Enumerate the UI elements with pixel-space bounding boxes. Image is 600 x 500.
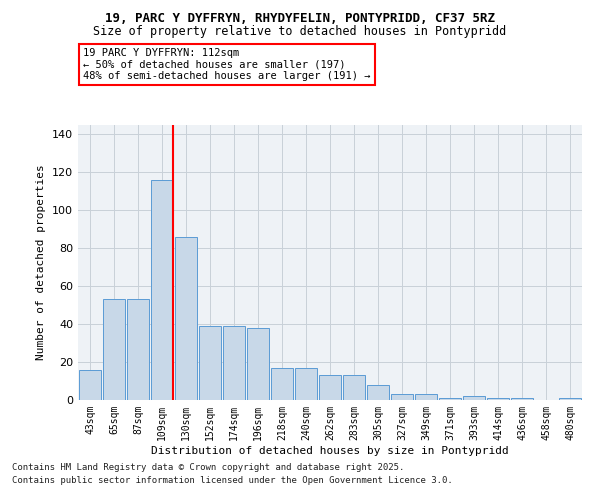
Bar — [439, 398, 461, 400]
Bar — [487, 398, 509, 400]
Text: Contains HM Land Registry data © Crown copyright and database right 2025.: Contains HM Land Registry data © Crown c… — [12, 464, 404, 472]
Text: Size of property relative to detached houses in Pontypridd: Size of property relative to detached ho… — [94, 25, 506, 38]
Text: Contains public sector information licensed under the Open Government Licence 3.: Contains public sector information licen… — [12, 476, 453, 485]
Bar — [559, 398, 581, 400]
Y-axis label: Number of detached properties: Number of detached properties — [37, 164, 46, 360]
Bar — [391, 394, 413, 400]
Bar — [463, 396, 485, 400]
X-axis label: Distribution of detached houses by size in Pontypridd: Distribution of detached houses by size … — [151, 446, 509, 456]
Bar — [103, 300, 125, 400]
Bar — [511, 398, 533, 400]
Bar — [271, 368, 293, 400]
Bar — [199, 326, 221, 400]
Bar — [79, 370, 101, 400]
Bar — [151, 180, 173, 400]
Bar — [415, 394, 437, 400]
Text: 19 PARC Y DYFFRYN: 112sqm
← 50% of detached houses are smaller (197)
48% of semi: 19 PARC Y DYFFRYN: 112sqm ← 50% of detac… — [83, 48, 371, 81]
Bar — [367, 385, 389, 400]
Bar — [175, 237, 197, 400]
Text: 19, PARC Y DYFFRYN, RHYDYFELIN, PONTYPRIDD, CF37 5RZ: 19, PARC Y DYFFRYN, RHYDYFELIN, PONTYPRI… — [105, 12, 495, 26]
Bar — [127, 300, 149, 400]
Bar — [247, 328, 269, 400]
Bar — [343, 376, 365, 400]
Bar — [295, 368, 317, 400]
Bar — [223, 326, 245, 400]
Bar — [319, 376, 341, 400]
